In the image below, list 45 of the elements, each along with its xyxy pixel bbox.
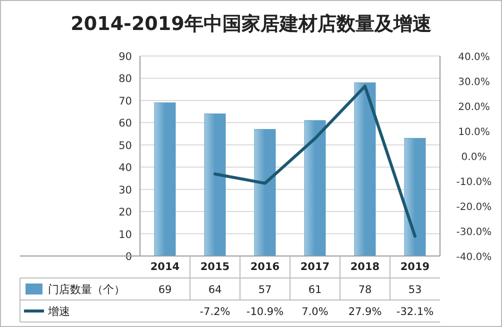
y-tick-label: 20 <box>118 206 132 219</box>
y-tick-label: 70 <box>118 95 132 108</box>
legend-label: 增速 <box>47 305 70 318</box>
data-label: 64 <box>208 284 222 296</box>
x-tick-label: 2016 <box>250 261 280 273</box>
bar <box>354 82 376 256</box>
x-tick-label: 2015 <box>200 261 230 273</box>
y-tick-label: 60 <box>118 118 132 130</box>
bar <box>304 120 326 256</box>
y-tick-label: 40 <box>118 162 132 174</box>
data-label: 27.9% <box>348 306 382 318</box>
y-tick-label: 50 <box>118 140 132 152</box>
bar <box>404 138 426 256</box>
y2-tick-label: 30.0% <box>458 77 490 88</box>
data-label: 57 <box>258 284 272 296</box>
y-tick-label: 30 <box>118 184 132 196</box>
y2-tick-label: 0.0% <box>461 152 487 163</box>
x-tick-label: 2017 <box>300 261 330 273</box>
y2-tick-label: 20.0% <box>458 102 490 113</box>
x-tick-label: 2019 <box>400 261 430 273</box>
data-label: -32.1% <box>396 306 434 318</box>
bar <box>204 114 226 256</box>
y2-tick-label: -20.0% <box>456 202 492 213</box>
data-label: -10.9% <box>246 306 284 318</box>
bar <box>154 102 176 256</box>
y2-tick-label: -30.0% <box>456 227 492 238</box>
y2-tick-label: 40.0% <box>458 52 490 63</box>
y2-tick-label: 10.0% <box>458 127 490 138</box>
y-tick-label: 90 <box>118 51 132 63</box>
data-label: 78 <box>358 284 372 296</box>
data-label: 69 <box>158 284 172 296</box>
x-tick-label: 2018 <box>350 261 380 273</box>
y-tick-label: 10 <box>118 228 132 241</box>
legend-label: 门店数量（个） <box>48 283 125 296</box>
y2-tick-label: -40.0% <box>456 252 492 263</box>
chart-title: 2014-2019年中国家居建材店数量及增速 <box>70 13 432 35</box>
data-label: 7.0% <box>302 306 328 318</box>
data-label: -7.2% <box>200 306 230 318</box>
bar <box>254 129 276 256</box>
x-tick-label: 2014 <box>150 261 180 273</box>
line-series <box>214 84 416 238</box>
data-label: 61 <box>308 284 322 296</box>
data-label: 53 <box>408 284 422 296</box>
y2-tick-label: -10.0% <box>456 177 492 188</box>
y-tick-label: 80 <box>118 73 132 86</box>
